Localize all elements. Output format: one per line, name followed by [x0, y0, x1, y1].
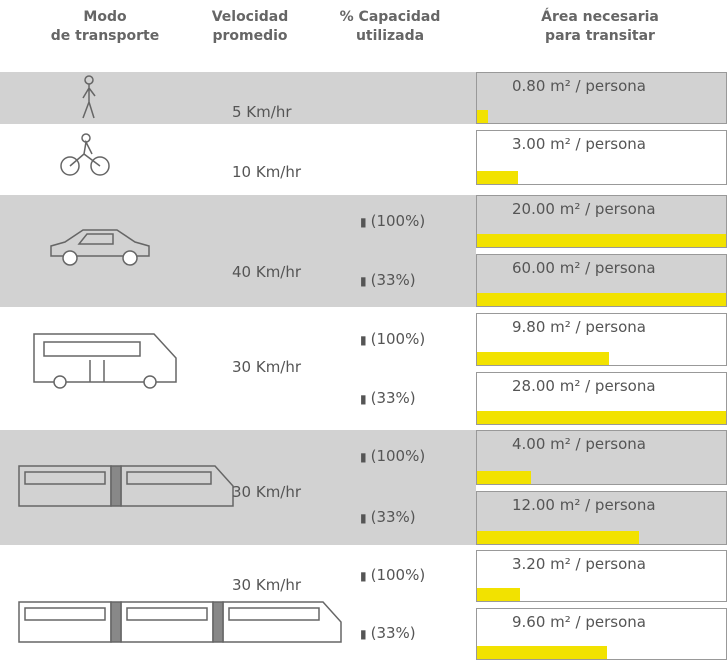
header-line: promedio — [190, 27, 310, 46]
area-box: 3.20 m² / persona — [476, 550, 727, 602]
area-label: 9.60 m² / persona — [512, 613, 646, 631]
capacity: ▮ (33%) — [360, 508, 416, 526]
capacity-label: (100%) — [371, 330, 426, 348]
area-bar — [477, 293, 727, 306]
capacity-label: (33%) — [371, 389, 416, 407]
header-line: de transporte — [20, 27, 190, 46]
articulated-bus-icon — [15, 462, 240, 512]
area-bar — [477, 234, 727, 247]
capacity: ▮ (100%) — [360, 330, 425, 348]
speed: 5 Km/hr — [232, 103, 292, 121]
area-bar — [477, 646, 607, 659]
area-label: 0.80 m² / persona — [512, 77, 646, 95]
area-box: 60.00 m² / persona — [476, 254, 727, 307]
area-bar — [477, 531, 639, 544]
area-bar — [477, 411, 727, 424]
person-icon: ▮ — [360, 627, 367, 641]
person-icon: ▮ — [360, 333, 367, 347]
area-bar — [477, 352, 609, 365]
area-bar — [477, 110, 488, 123]
header-line: Velocidad — [190, 8, 310, 27]
area-bar — [477, 588, 520, 601]
capacity-label: (33%) — [371, 271, 416, 289]
capacity: ▮ (33%) — [360, 389, 416, 407]
person-icon: ▮ — [360, 569, 367, 583]
person-icon: ▮ — [360, 511, 367, 525]
person-icon: ▮ — [360, 274, 367, 288]
header-line: Área necesaria — [500, 8, 700, 27]
person-icon: ▮ — [360, 392, 367, 406]
capacity: ▮ (100%) — [360, 212, 425, 230]
person-icon: ▮ — [360, 215, 367, 229]
capacity-label: (33%) — [371, 508, 416, 526]
area-box: 9.60 m² / persona — [476, 608, 727, 660]
capacity: ▮ (100%) — [360, 447, 425, 465]
area-label: 28.00 m² / persona — [512, 377, 656, 395]
bicycle-icon — [60, 132, 110, 178]
area-label: 3.00 m² / persona — [512, 135, 646, 153]
area-label: 12.00 m² / persona — [512, 496, 656, 514]
area-bar — [477, 171, 518, 184]
capacity-label: (100%) — [371, 447, 426, 465]
area-box: 28.00 m² / persona — [476, 372, 727, 425]
area-label: 20.00 m² / persona — [512, 200, 656, 218]
speed: 30 Km/hr — [232, 483, 301, 501]
bus-icon — [30, 330, 185, 390]
speed: 30 Km/hr — [232, 576, 301, 594]
area-label: 60.00 m² / persona — [512, 259, 656, 277]
pedestrian-icon — [75, 74, 105, 122]
area-label: 3.20 m² / persona — [512, 555, 646, 573]
area-box: 3.00 m² / persona — [476, 130, 727, 185]
capacity: ▮ (33%) — [360, 271, 416, 289]
person-icon: ▮ — [360, 450, 367, 464]
area-box: 20.00 m² / persona — [476, 195, 727, 248]
area-box: 9.80 m² / persona — [476, 313, 727, 366]
header-line: utilizada — [320, 27, 460, 46]
header-line: para transitar — [500, 27, 700, 46]
area-box: 0.80 m² / persona — [476, 72, 727, 124]
infographic: Modode transporte Velocidadpromedio % Ca… — [0, 0, 727, 660]
area-box: 4.00 m² / persona — [476, 430, 727, 485]
car-icon — [45, 222, 155, 272]
capacity-label: (100%) — [371, 212, 426, 230]
capacity-label: (33%) — [371, 624, 416, 642]
area-bar — [477, 471, 531, 484]
area-label: 9.80 m² / persona — [512, 318, 646, 336]
capacity: ▮ (33%) — [360, 624, 416, 642]
area-label: 4.00 m² / persona — [512, 435, 646, 453]
biarticulated-bus-icon — [15, 598, 355, 648]
speed: 40 Km/hr — [232, 263, 301, 281]
area-box: 12.00 m² / persona — [476, 491, 727, 546]
capacity: ▮ (100%) — [360, 566, 425, 584]
header-line: % Capacidad — [320, 8, 460, 27]
header-line: Modo — [20, 8, 190, 27]
speed: 30 Km/hr — [232, 358, 301, 376]
speed: 10 Km/hr — [232, 163, 301, 181]
capacity-label: (100%) — [371, 566, 426, 584]
